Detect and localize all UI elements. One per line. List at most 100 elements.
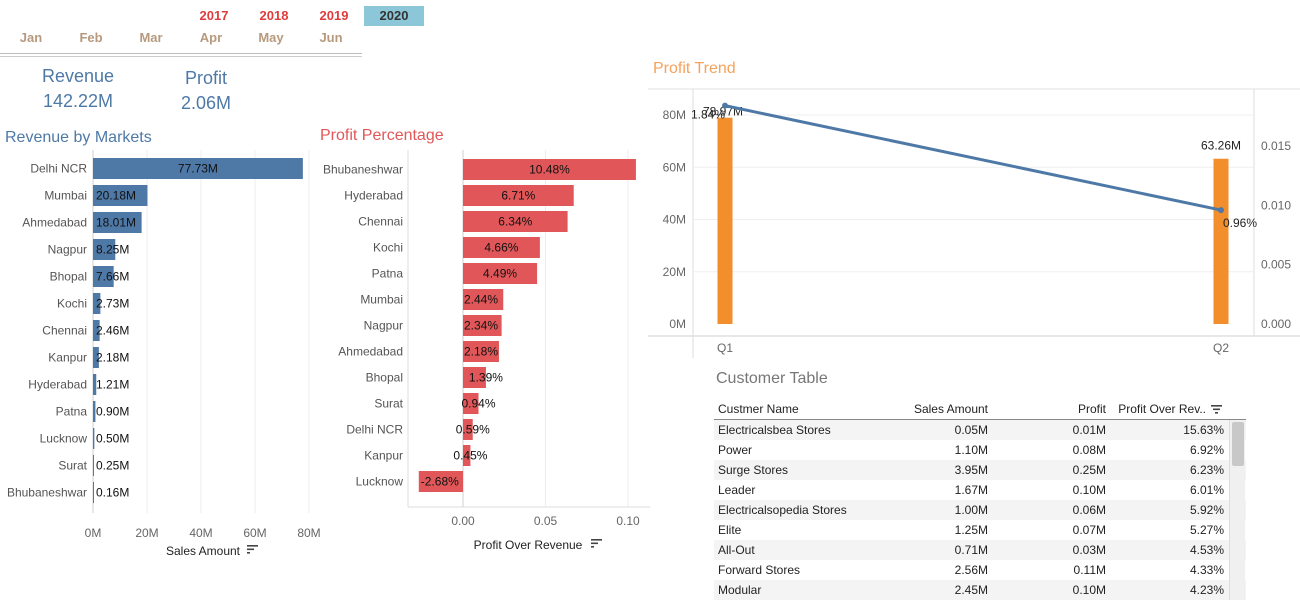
kpi-profit-value: 2.06M (180, 93, 232, 113)
trend-line-label: 0.96% (1223, 216, 1257, 230)
profit-bar[interactable] (463, 237, 540, 258)
table-scrollbar-thumb[interactable] (1232, 422, 1244, 466)
revenue-bar[interactable] (93, 428, 95, 449)
revenue-category-label: Patna (56, 405, 88, 419)
year-filter-2017[interactable]: 2017 (199, 8, 229, 23)
trend-right-tick: 0.005 (1261, 258, 1291, 272)
revenue-bar[interactable] (93, 293, 101, 314)
revenue-category-label: Bhubaneshwar (7, 486, 87, 500)
revenue-category-label: Delhi NCR (30, 162, 87, 176)
revenue-bar[interactable] (93, 374, 97, 395)
profit-bar[interactable] (463, 393, 479, 414)
month-filter-mar[interactable]: Mar (139, 30, 163, 45)
profit-bar[interactable] (418, 471, 463, 492)
profit-bar-label: 0.59% (456, 423, 490, 437)
profit-bar[interactable] (463, 341, 499, 362)
trend-right-tick: 0.015 (1261, 139, 1291, 153)
customer-table: Custmer Name Sales Amount Profit Profit … (714, 398, 1246, 600)
trend-line-point[interactable] (722, 102, 728, 109)
trend-bar[interactable] (717, 117, 733, 324)
revenue-bar-label: 8.25M (96, 243, 129, 257)
table-row[interactable]: Modular 2.45M 0.10M 4.23% (714, 580, 1246, 600)
profit-bar-label: 0.94% (461, 397, 495, 411)
profit-bar[interactable] (463, 445, 471, 466)
revenue-bar[interactable] (93, 482, 94, 503)
revenue-bar[interactable] (93, 239, 116, 260)
cell-customer-name: Elite (718, 523, 742, 537)
customer-table-title: Customer Table (716, 370, 828, 387)
cell-profit: 0.06M (1072, 503, 1106, 517)
trend-x-tick: Q2 (1213, 341, 1229, 355)
month-filter-may[interactable]: May (258, 30, 284, 45)
header-sales-amount[interactable]: Sales Amount (913, 401, 988, 416)
revenue-bar-label: 2.46M (96, 324, 129, 338)
trend-bar[interactable] (1213, 158, 1229, 324)
profit-sort-icon[interactable] (591, 539, 602, 548)
table-row[interactable]: Electricalsbea Stores 0.05M 0.01M 15.63% (714, 420, 1246, 440)
revenue-bar-label: 18.01M (96, 216, 136, 230)
month-filter-jan[interactable]: Jan (19, 30, 43, 45)
revenue-sort-icon[interactable] (247, 545, 258, 554)
year-filter-2018[interactable]: 2018 (259, 8, 289, 23)
cell-profit: 0.10M (1072, 583, 1106, 597)
trend-right-tick: 0.000 (1261, 317, 1291, 331)
cell-sales-amount: 2.56M (954, 563, 988, 577)
cell-customer-name: Surge Stores (718, 463, 789, 477)
table-scrollbar[interactable] (1229, 420, 1245, 600)
profit-x-tick: 0.00 (451, 514, 475, 528)
revenue-bar-label: 2.18M (96, 351, 129, 365)
profit-category-label: Bhubaneshwar (323, 163, 403, 177)
table-row[interactable]: Electricalsopedia Stores 1.00M 0.06M 5.92% (714, 500, 1246, 520)
sort-descending-icon[interactable] (1210, 403, 1224, 415)
revenue-bar[interactable] (93, 158, 303, 179)
table-row[interactable]: Surge Stores 3.95M 0.25M 6.23% (714, 460, 1246, 480)
revenue-category-label: Lucknow (40, 432, 88, 446)
profit-bar[interactable] (463, 315, 502, 336)
profit-category-label: Bhopal (366, 371, 403, 385)
revenue-category-label: Chennai (42, 324, 87, 338)
revenue-x-tick: 0M (85, 526, 102, 540)
revenue-bar[interactable] (93, 320, 100, 341)
revenue-bar[interactable] (93, 401, 96, 422)
profit-bar[interactable] (463, 159, 636, 180)
revenue-bar[interactable] (93, 455, 94, 476)
header-profit[interactable]: Profit (1077, 401, 1106, 416)
trend-line[interactable] (724, 104, 1222, 212)
revenue-bar[interactable] (93, 212, 142, 233)
cell-profit: 0.07M (1072, 523, 1106, 537)
revenue-bar[interactable] (93, 185, 148, 206)
table-row[interactable]: Elite 1.25M 0.07M 5.27% (714, 520, 1246, 540)
profit-bar[interactable] (463, 263, 538, 284)
table-row[interactable]: All-Out 0.71M 0.03M 4.53% (714, 540, 1246, 560)
customer-table-header: Custmer Name Sales Amount Profit Profit … (714, 398, 1246, 420)
month-filter-jun[interactable]: Jun (319, 30, 343, 45)
revenue-category-label: Kochi (57, 297, 87, 311)
profit-bar[interactable] (463, 419, 473, 440)
revenue-category-label: Mumbai (44, 189, 87, 203)
kpi-revenue: Revenue 142.22M (28, 66, 128, 112)
table-row[interactable]: Forward Stores 2.56M 0.11M 4.33% (714, 560, 1246, 580)
profit-trend-title: Profit Trend (653, 60, 736, 77)
revenue-bar[interactable] (93, 266, 114, 287)
header-profit-over-revenue[interactable]: Profit Over Rev.. (1106, 402, 1224, 416)
month-filter-feb[interactable]: Feb (79, 30, 103, 45)
revenue-x-tick: 80M (297, 526, 320, 540)
profit-bar[interactable] (463, 367, 486, 388)
profit-bar[interactable] (463, 185, 574, 206)
header-customer-name[interactable]: Custmer Name (718, 401, 799, 416)
year-filter: 2017 2018 2019 2020 (184, 6, 424, 26)
trend-left-tick: 0M (669, 317, 686, 331)
year-filter-2020[interactable]: 2020 (364, 6, 424, 26)
profit-bar[interactable] (463, 211, 568, 232)
table-row[interactable]: Power 1.10M 0.08M 6.92% (714, 440, 1246, 460)
revenue-bar[interactable] (93, 347, 99, 368)
profit-category-label: Kochi (373, 241, 403, 255)
year-filter-2019[interactable]: 2019 (319, 8, 349, 23)
month-filter-apr[interactable]: Apr (199, 30, 223, 45)
table-row[interactable]: Leader 1.67M 0.10M 6.01% (714, 480, 1246, 500)
trend-line-point[interactable] (1218, 207, 1224, 214)
profit-bar-label: 4.66% (484, 241, 518, 255)
revenue-by-markets-chart: Delhi NCR 77.73M Mumbai 20.18M Ahmedabad 18.0… (7, 150, 320, 558)
profit-bar[interactable] (463, 289, 504, 310)
revenue-x-axis-title: Sales Amount (166, 544, 241, 558)
